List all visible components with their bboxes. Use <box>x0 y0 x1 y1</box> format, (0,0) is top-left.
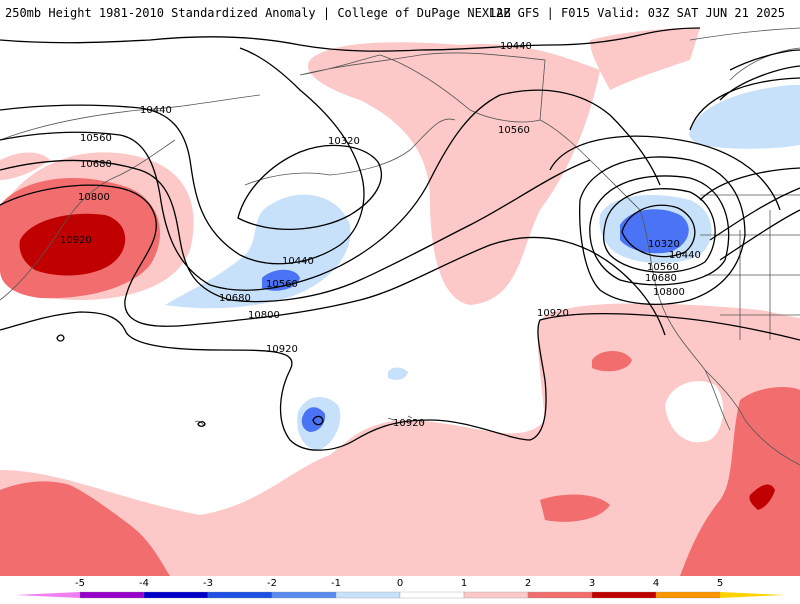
colorbar-tick-label: -5 <box>75 578 85 589</box>
colorbar-swatches <box>15 591 785 599</box>
model-run-info: 12Z GFS | F015 Valid: 03Z SAT JUN 21 202… <box>488 6 785 20</box>
positive-anomaly-region <box>680 387 800 576</box>
positive-anomaly-region <box>749 484 775 510</box>
colorbar-tick-label: -1 <box>331 578 341 589</box>
contour-label: 10920 <box>60 235 92 246</box>
positive-anomaly-region <box>200 420 545 522</box>
contour-label: 10680 <box>219 293 251 304</box>
contour-label: 10440 <box>500 41 532 52</box>
contour-label: 10680 <box>645 273 677 284</box>
positive-anomaly-region <box>19 213 126 276</box>
contour-label: 10440 <box>669 250 701 261</box>
coastlines <box>0 27 800 466</box>
colorbar-swatch <box>15 592 80 598</box>
colorbar-swatch <box>79 591 145 599</box>
anomaly-map: 10440 10560 10680 10800 10920 10320 1044… <box>0 27 800 576</box>
colorbar-tick-label: 1 <box>461 578 467 589</box>
colorbar-tick-label: -4 <box>139 578 149 589</box>
contour-label: 10320 <box>328 136 360 147</box>
positive-anomaly-region <box>308 42 600 305</box>
contour-label: 10560 <box>647 262 679 273</box>
colorbar-swatch <box>335 591 401 599</box>
positive-anomaly-region <box>592 351 632 372</box>
contour-label: 10800 <box>248 310 280 321</box>
colorbar-tick-label: 2 <box>525 578 531 589</box>
colorbar-swatch <box>271 591 337 599</box>
colorbar-swatch <box>399 591 465 599</box>
colorbar-swatch <box>591 591 657 599</box>
colorbar-swatch <box>207 591 273 599</box>
colorbar-swatch <box>720 592 785 598</box>
height-contours <box>0 27 800 451</box>
contour-label: 10560 <box>266 279 298 290</box>
colorbar-swatch <box>143 591 209 599</box>
colorbar-swatch <box>527 591 593 599</box>
colorbar-swatch <box>655 591 721 599</box>
neutral-anomaly-region <box>665 381 724 443</box>
map-title: 250mb Height 1981-2010 Standardized Anom… <box>5 6 511 20</box>
contour-labels: 10440 10560 10680 10800 10920 10320 1044… <box>60 41 701 429</box>
colorbar-scale: -5 -4 -3 -2 -1 0 1 2 3 4 5 <box>15 578 785 599</box>
contour-label: 10560 <box>498 125 530 136</box>
colorbar-tick-label: 4 <box>653 578 659 589</box>
positive-anomaly-region <box>0 481 170 576</box>
header-bar: 250mb Height 1981-2010 Standardized Anom… <box>0 0 800 26</box>
anomaly-fills <box>0 28 800 576</box>
contour-label: 10680 <box>80 159 112 170</box>
colorbar-tick-label: 0 <box>397 578 403 589</box>
colorbar-tick-label: 3 <box>589 578 595 589</box>
contour-label: 10800 <box>78 192 110 203</box>
map-panel: 10440 10560 10680 10800 10920 10320 1044… <box>0 26 800 576</box>
negative-anomaly-region <box>620 209 689 254</box>
colorbar-ticks: -5 -4 -3 -2 -1 0 1 2 3 4 5 <box>75 578 723 589</box>
contour-label: 10560 <box>80 133 112 144</box>
negative-anomaly-region <box>388 367 408 380</box>
positive-anomaly-region <box>540 494 610 522</box>
contour-label: 10440 <box>282 256 314 267</box>
colorbar-tick-label: -2 <box>267 578 277 589</box>
contour-label: 10920 <box>537 308 569 319</box>
negative-anomaly-region <box>262 269 300 291</box>
contour-label: 10920 <box>393 418 425 429</box>
negative-anomaly-region <box>689 85 800 149</box>
colorbar-tick-label: -3 <box>203 578 213 589</box>
positive-anomaly-region <box>0 152 50 180</box>
contour-label: 10800 <box>653 287 685 298</box>
positive-anomaly-region <box>590 28 700 90</box>
contour-label: 10440 <box>140 105 172 116</box>
colorbar-swatch <box>463 591 529 599</box>
contour-label: 10920 <box>266 344 298 355</box>
contour-label: 10320 <box>648 239 680 250</box>
colorbar: -5 -4 -3 -2 -1 0 1 2 3 4 5 <box>0 576 800 600</box>
colorbar-tick-label: 5 <box>717 578 723 589</box>
